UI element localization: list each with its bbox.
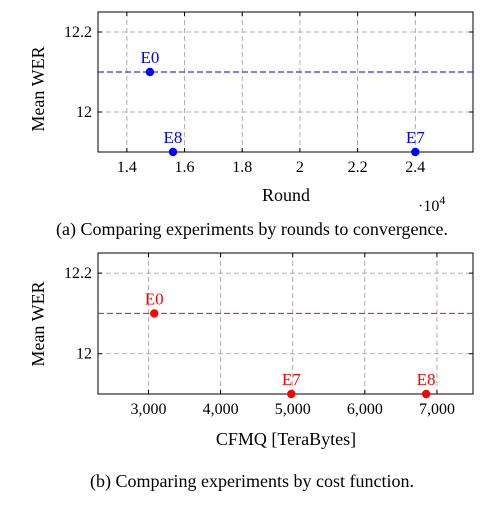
chart-a: 1.4 1.6 1.8 2 2.2 2.4 12 12.2 E0 E8 E7 Mean WER Ro…	[28, 11, 474, 240]
chart-b: 3,000 4,000 5,000 6,000 7,000 12 12.2 E0 E7 E8 Me…	[28, 252, 474, 492]
chart-a-xtick-label-0: 1.4	[117, 159, 137, 176]
chart-a-point-e0	[145, 67, 155, 77]
chart-a-xtick-label-3: 2	[296, 159, 304, 176]
chart-a-plot-area: 1.4 1.6 1.8 2 2.2 2.4 12 12.2 E0 E8 E7	[64, 11, 474, 176]
chart-a-xtick-label-1: 1.6	[175, 159, 195, 176]
chart-a-axes-frame	[97, 11, 474, 153]
chart-b-xlabel: CFMQ [TeraBytes]	[216, 429, 356, 449]
chart-b-ytick-label-0: 12	[76, 346, 92, 363]
chart-b-axes-frame	[97, 252, 474, 395]
chart-a-point-label-e8: E8	[164, 128, 183, 147]
chart-a-xtick-label-2: 1.8	[232, 159, 252, 176]
chart-b-plot-area: 3,000 4,000 5,000 6,000 7,000 12 12.2 E0 E7 E8	[64, 252, 474, 418]
chart-a-point-e7	[411, 147, 420, 157]
chart-b-xtick-label-3: 6,000	[347, 401, 383, 418]
chart-a-x-multiplier-exp: 4	[439, 193, 445, 207]
chart-b-xtick-label-4: 7,000	[419, 401, 455, 418]
chart-b-ytick-label-1: 12.2	[64, 265, 92, 282]
chart-b-point-label-e8: E8	[417, 370, 436, 389]
chart-a-xtick-label-4: 2.2	[348, 159, 368, 176]
chart-b-xtick-label-0: 3,000	[130, 401, 166, 418]
chart-b-caption: (b) Comparing experiments by cost functi…	[90, 471, 414, 492]
chart-a-point-label-e0: E0	[140, 48, 159, 67]
chart-a-xlabel: Round	[262, 185, 310, 205]
chart-a-x-multiplier-base: ·10	[418, 198, 439, 215]
chart-b-point-e0	[150, 309, 159, 318]
chart-a-caption: (a) Comparing experiments by rounds to c…	[56, 219, 448, 240]
chart-b-xtick-label-2: 5,000	[275, 401, 311, 418]
chart-b-xtick-label-1: 4,000	[203, 401, 239, 418]
chart-a-ylabel: Mean WER	[28, 46, 48, 131]
chart-b-point-e7	[287, 389, 296, 399]
chart-a-point-label-e7: E7	[406, 128, 425, 147]
chart-a-point-e8	[168, 147, 178, 157]
chart-b-point-label-e7: E7	[282, 370, 301, 389]
chart-a-xtick-label-5: 2.4	[405, 159, 425, 176]
chart-a-ytick-label-0: 12	[76, 104, 92, 121]
chart-b-point-e8	[421, 389, 431, 399]
chart-b-ylabel: Mean WER	[28, 281, 48, 366]
chart-a-x-multiplier: ·104	[418, 193, 445, 215]
chart-a-ytick-label-1: 12.2	[64, 24, 92, 41]
chart-b-point-label-e0: E0	[145, 289, 164, 308]
